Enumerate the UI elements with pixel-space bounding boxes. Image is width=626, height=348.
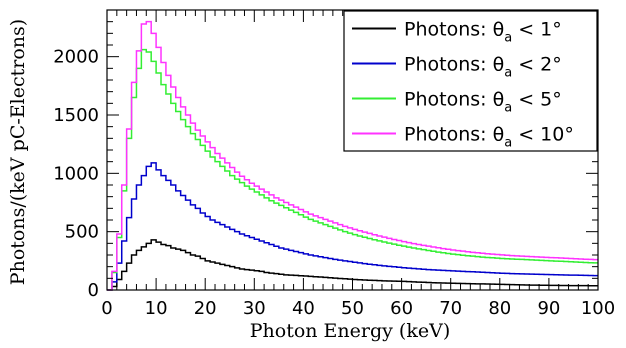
y-axis-label: Photons/(keV pC-Electrons) — [7, 19, 29, 285]
legend-entry-1: Photons: θa < 1° — [404, 19, 562, 46]
x-tick-label: 90 — [537, 298, 560, 319]
series-line-3 — [107, 48, 598, 291]
legend-box — [343, 10, 598, 152]
y-tick-label: 0 — [88, 280, 99, 301]
legend: Photons: θa < 1° Photons: θa < 2° Photons:… — [343, 10, 598, 152]
x-tick-label: 0 — [101, 298, 112, 319]
x-tick-label: 10 — [145, 298, 168, 319]
x-axis-label: Photon Energy (keV) — [250, 320, 450, 342]
x-tick-label: 20 — [194, 298, 217, 319]
legend-entry-4: Photons: θa < 10° — [404, 124, 574, 151]
y-tick-label: 2000 — [53, 47, 99, 68]
legend-entry-3: Photons: θa < 5° — [404, 89, 562, 116]
x-tick-label: 50 — [341, 298, 364, 319]
legend-entry-2: Photons: θa < 2° — [404, 54, 562, 81]
series-line-2 — [107, 162, 598, 291]
y-tick-label: 500 — [65, 222, 99, 243]
x-tick-label: 30 — [243, 298, 266, 319]
x-tick-label: 100 — [581, 298, 615, 319]
x-tick-label: 60 — [390, 298, 413, 319]
y-tick-label: 1500 — [53, 105, 99, 126]
x-tick-label: 40 — [292, 298, 315, 319]
x-tick-label: 70 — [439, 298, 462, 319]
series-line-4 — [107, 20, 598, 291]
x-tick-label: 80 — [488, 298, 511, 319]
y-tick-label: 1000 — [53, 163, 99, 184]
